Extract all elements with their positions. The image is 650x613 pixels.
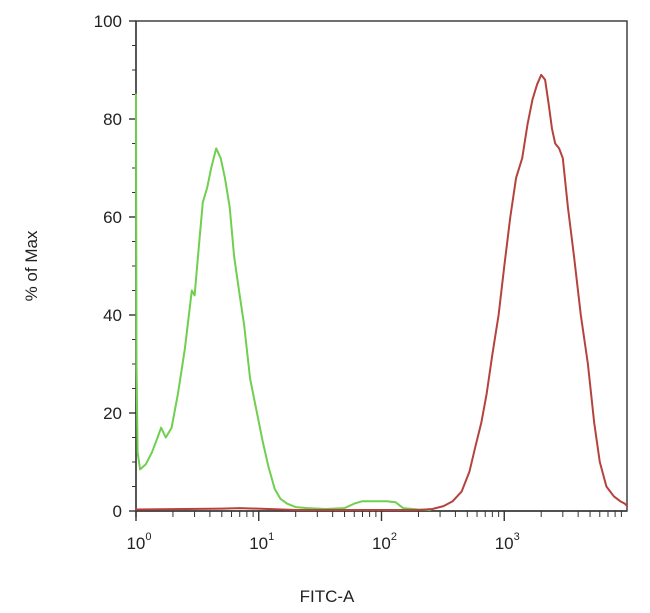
y-axis-label: % of Max xyxy=(22,230,41,301)
x-tick-label: 101 xyxy=(249,531,274,553)
plot-frame-border xyxy=(135,20,628,512)
x-tick-base: 10 xyxy=(249,534,268,553)
y-tick-label: 60 xyxy=(103,208,122,227)
y-tick-label: 20 xyxy=(103,404,122,423)
x-axis: 100 101 102 103 xyxy=(126,510,627,553)
x-tick-exponent: 0 xyxy=(145,531,151,543)
x-tick-base: 10 xyxy=(495,534,514,553)
x-tick-label: 102 xyxy=(372,531,397,553)
x-tick-exponent: 3 xyxy=(514,531,520,543)
y-tick-label: 40 xyxy=(103,306,122,325)
x-tick-base: 10 xyxy=(372,534,391,553)
y-tick-label: 100 xyxy=(94,12,122,31)
y-axis: 0 20 40 60 80 100 xyxy=(94,12,137,521)
series-layer xyxy=(135,73,628,511)
x-axis-label: FITC-A xyxy=(300,587,355,606)
y-tick-label: 0 xyxy=(113,502,122,521)
y-tick-label: 80 xyxy=(103,110,122,129)
x-tick-label: 103 xyxy=(495,531,520,553)
x-tick-exponent: 1 xyxy=(268,531,274,543)
series-line-1 xyxy=(135,93,432,511)
x-tick-label: 100 xyxy=(126,531,151,553)
plot-frame xyxy=(135,20,628,512)
series-line-2 xyxy=(135,73,628,511)
x-tick-exponent: 2 xyxy=(391,531,397,543)
x-tick-base: 10 xyxy=(126,534,145,553)
